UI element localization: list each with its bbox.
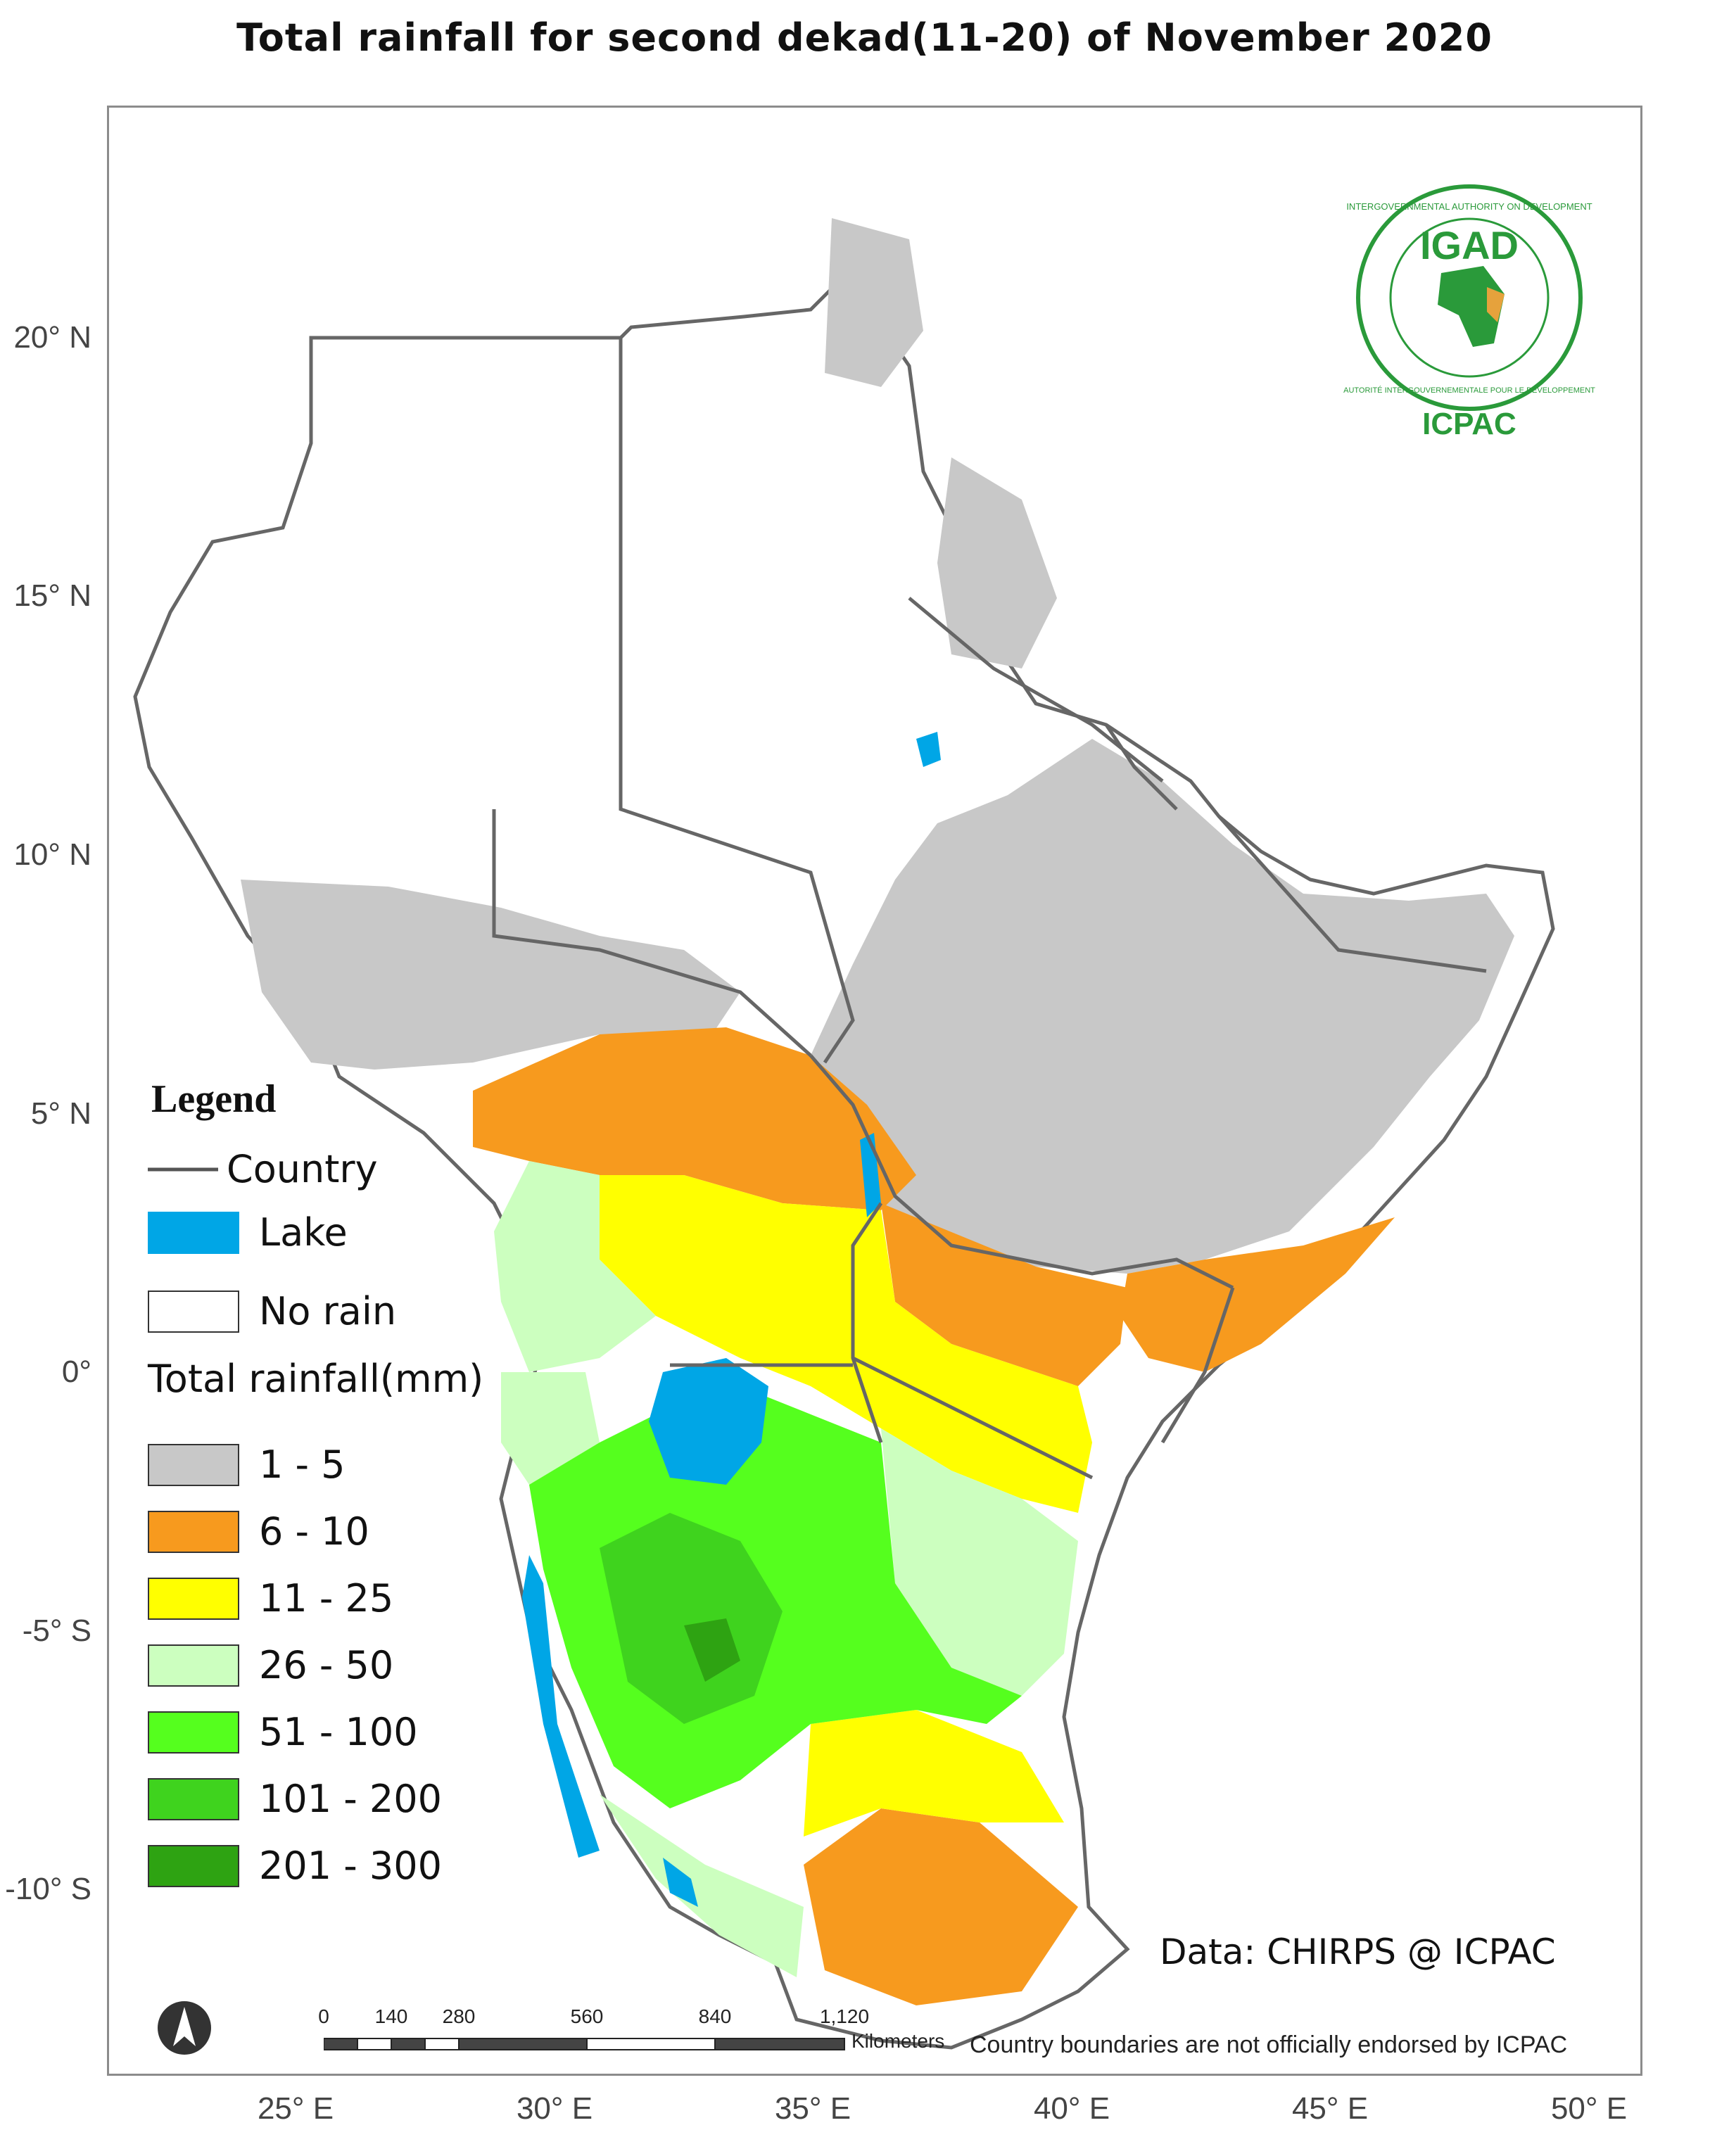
scale-unit: Kilometers bbox=[851, 2030, 945, 2052]
scale-tick-840: 840 bbox=[698, 2005, 732, 2027]
legend-title: Legend bbox=[151, 1077, 277, 1121]
legend-class-4: 51 - 100 bbox=[148, 1710, 418, 1754]
legend-lake: Lake bbox=[148, 1210, 348, 1255]
lat-label-0: 0° bbox=[61, 1355, 91, 1389]
lon-label-50e: 50° E bbox=[1550, 2091, 1628, 2126]
lat-label-20n: 20° N bbox=[13, 320, 91, 355]
lat-label-10n: 10° N bbox=[13, 837, 91, 872]
disclaimer: Country boundaries are not officially en… bbox=[970, 2031, 1568, 2058]
lake-swatch bbox=[148, 1211, 239, 1254]
legend-class-label-3: 26 - 50 bbox=[259, 1643, 394, 1687]
legend-country: Country bbox=[148, 1147, 378, 1191]
scale-tick-560: 560 bbox=[570, 2005, 604, 2027]
scale-tick-0: 0 bbox=[318, 2005, 329, 2027]
legend-class-0: 1 - 5 bbox=[148, 1442, 346, 1487]
igad-region-icon bbox=[1487, 287, 1505, 322]
africa-icon bbox=[1438, 266, 1505, 347]
scale-tick-1120: 1,120 bbox=[819, 2005, 870, 2027]
scale-tick-280: 280 bbox=[442, 2005, 476, 2027]
rainfall-zones bbox=[241, 218, 1514, 2005]
legend-class-label-4: 51 - 100 bbox=[259, 1710, 418, 1754]
legend-rainfall-title: Total rainfall(mm) bbox=[148, 1357, 483, 1401]
lon-label-45e: 45° E bbox=[1291, 2091, 1369, 2126]
legend-class-5: 101 - 200 bbox=[148, 1777, 442, 1821]
logo-acronym: IGAD bbox=[1420, 223, 1519, 267]
legend-swatch-4 bbox=[148, 1711, 239, 1754]
north-arrow-icon bbox=[158, 2001, 211, 2055]
lon-label-30e: 30° E bbox=[516, 2091, 593, 2126]
legend-class-label-1: 6 - 10 bbox=[259, 1509, 369, 1554]
map-title: Total rainfall for second dekad(11-20) o… bbox=[236, 15, 1493, 60]
scale-bar bbox=[324, 2038, 845, 2050]
legend-swatch-5 bbox=[148, 1777, 239, 1820]
lat-label-15n: 15° N bbox=[13, 578, 91, 613]
data-credit: Data: CHIRPS @ ICPAC bbox=[1160, 1932, 1556, 1972]
legend-no-rain: No rain bbox=[148, 1289, 396, 1333]
legend-class-6: 201 - 300 bbox=[148, 1844, 442, 1888]
lon-label-40e: 40° E bbox=[1033, 2091, 1110, 2126]
legend-class-label-2: 11 - 25 bbox=[259, 1576, 394, 1621]
map-frame bbox=[107, 106, 1642, 2076]
legend-swatch-1 bbox=[148, 1510, 239, 1553]
country-line-icon bbox=[148, 1167, 218, 1171]
rainfall-title-text: Total rainfall(mm) bbox=[148, 1357, 484, 1401]
legend-swatch-3 bbox=[148, 1644, 239, 1687]
logo-ring-bottom: AUTORITÉ INTERGOUVERNEMENTALE POUR LE DÉ… bbox=[1343, 386, 1595, 395]
rainfall-map bbox=[133, 218, 1555, 2050]
legend-class-label-0: 1 - 5 bbox=[259, 1442, 346, 1487]
legend-swatch-6 bbox=[148, 1844, 239, 1887]
legend-lake-label: Lake bbox=[259, 1210, 348, 1255]
logo-sub-acronym: ICPAC bbox=[1422, 407, 1516, 441]
lon-label-35e: 35° E bbox=[774, 2091, 851, 2126]
legend-class-1: 6 - 10 bbox=[148, 1509, 369, 1554]
legend-class-label-6: 201 - 300 bbox=[259, 1844, 442, 1888]
legend-no-rain-label: No rain bbox=[259, 1289, 397, 1333]
legend-class-2: 11 - 25 bbox=[148, 1576, 393, 1621]
lon-label-25e: 25° E bbox=[257, 2091, 334, 2126]
legend-class-3: 26 - 50 bbox=[148, 1643, 393, 1687]
no-rain-swatch bbox=[148, 1290, 239, 1333]
lat-label-5s: -5° S bbox=[22, 1613, 91, 1648]
scale-tick-140: 140 bbox=[374, 2005, 408, 2027]
lat-label-10s: -10° S bbox=[5, 1872, 91, 1906]
legend-swatch-0 bbox=[148, 1443, 239, 1486]
lat-label-5n: 5° N bbox=[30, 1096, 91, 1131]
legend-swatch-2 bbox=[148, 1577, 239, 1620]
logo-ring-top: INTERGOVERNMENTAL AUTHORITY ON DEVELOPME… bbox=[1346, 201, 1592, 212]
igad-logo: IGAD INTERGOVERNMENTAL AUTHORITY ON DEVE… bbox=[1343, 184, 1595, 411]
legend-country-label: Country bbox=[227, 1147, 378, 1191]
legend-class-label-5: 101 - 200 bbox=[259, 1777, 442, 1821]
country-borders bbox=[492, 338, 1487, 1480]
